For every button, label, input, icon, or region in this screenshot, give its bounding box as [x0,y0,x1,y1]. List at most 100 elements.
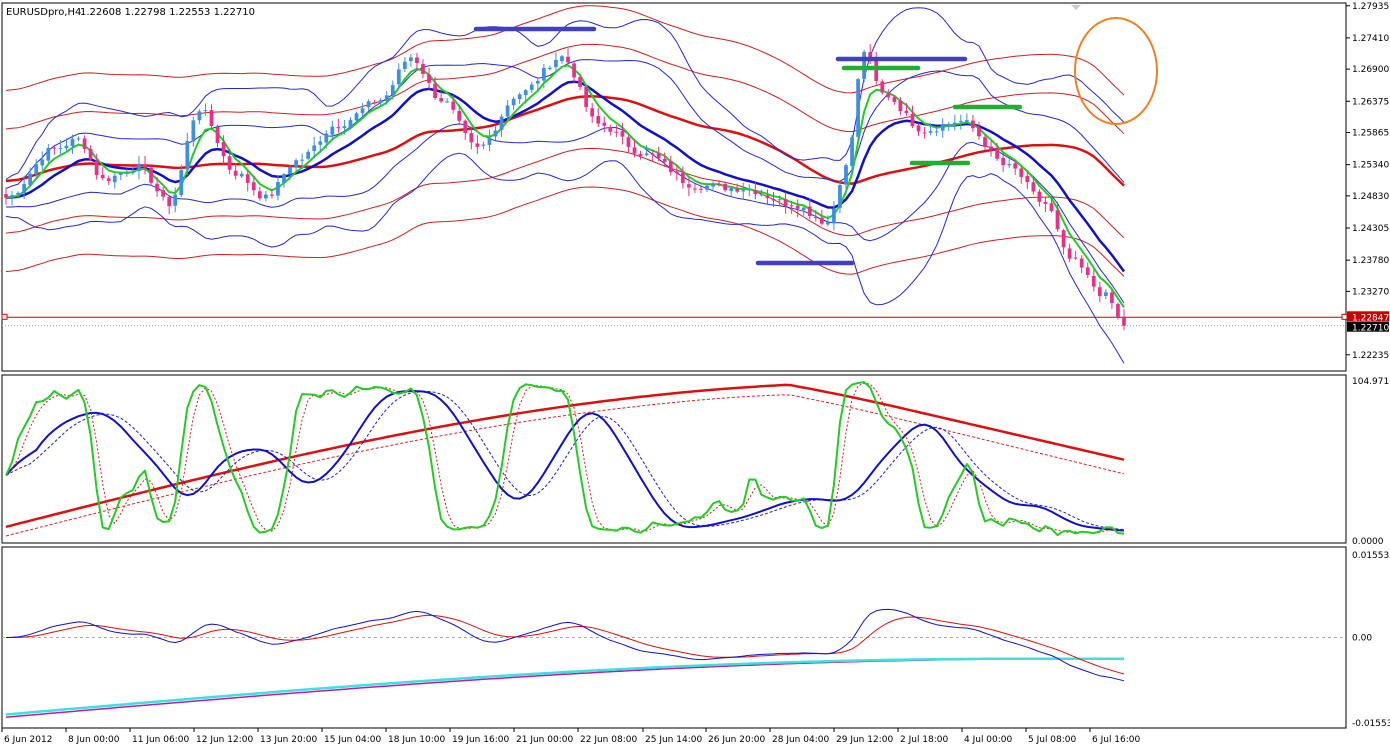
candle-body [922,132,927,134]
candle-body [850,137,854,167]
time-tick-label: 26 Jun 20:00 [708,735,765,745]
candle-body [934,131,939,133]
candle-body [203,110,208,112]
candle-body [747,189,752,191]
time-tick-label: 8 Jun 00:00 [68,735,120,745]
candle-body [529,84,534,90]
candle-body [548,67,552,69]
time-tick-label: 6 Jul 16:00 [1092,735,1141,745]
candle-body [197,111,202,121]
ask-price-tag-label: 1.22847 [1352,313,1389,323]
candle-body [118,173,123,175]
candle-body [239,173,244,177]
candle-body [263,194,268,199]
macd-panel[interactable] [1,546,1347,729]
bollinger-band-line [5,152,1125,364]
candle-body [421,64,425,74]
candle-body [638,153,643,157]
candle-body [832,208,836,224]
candle-body [566,56,570,63]
candle-body [487,137,492,145]
candle-body [233,170,238,176]
candle-body [1061,230,1066,248]
candle-body [777,199,782,201]
candle-body [106,178,111,181]
macd-tick-label: 0.00 [1352,634,1372,644]
candle-body [112,175,117,183]
time-tick-label: 2 Jul 18:00 [900,735,949,745]
candle-body [626,137,631,147]
candle-body [149,167,153,183]
candle-body [1103,292,1108,296]
candle-body [143,164,147,168]
candle-body [910,113,915,127]
stoch-tick-label: 0.0000 [1352,537,1384,547]
candle-body [433,83,437,98]
candle-body [789,205,794,207]
candle-body [396,69,401,85]
price-tick-label: 1.26900 [1352,65,1389,75]
candle-body [608,126,613,132]
candle-body [578,77,582,87]
candle-body [1013,163,1018,169]
candle-body [602,122,607,126]
candle-body [1019,168,1024,177]
time-axis: 6 Jun 2012 8 Jun 00:00 11 Jun 06:00 12 Jun … [1,728,1141,745]
candle-body [372,102,377,104]
candle-body [1037,191,1042,202]
candle-body [560,56,564,62]
candle-body [958,120,963,122]
candle-body [499,116,504,130]
candle-body [705,185,709,190]
candle-body [717,184,721,186]
stochastic-panel[interactable] [1,374,1347,544]
candle-body [729,188,734,191]
price-tick-label: 1.23780 [1352,256,1389,266]
candle-body [819,217,824,224]
price-tick-label: 1.24305 [1352,224,1389,234]
candle-body [360,108,365,114]
envelope-line [5,147,1125,239]
candle-body [1007,164,1012,166]
candle-body [40,159,45,166]
candle-body [572,63,576,78]
candle-body [541,67,546,81]
price-tick-label: 1.26375 [1352,97,1389,107]
candle-body [342,126,347,129]
price-panel[interactable]: EURUSDpro,H4 1.22608 1.22798 1.22553 1.2… [1,2,1348,372]
candle-body [759,194,764,196]
candle-body [251,182,256,191]
candle-body [680,172,685,184]
candle-body [336,127,341,129]
ema-fast-line [5,64,1125,309]
candle-body [245,174,250,183]
candle-body [862,51,867,79]
candle-body [324,133,329,143]
stoch-fast-line [5,381,1125,537]
candle-body [1097,287,1102,297]
candle-body [1055,210,1060,230]
candle-body [898,100,903,112]
candle-body [282,174,286,183]
candle-body [415,57,419,64]
candle-body [771,198,776,201]
candle-body [971,120,975,129]
candle-body [451,101,456,110]
candle-body [535,80,540,84]
candle-body [1116,303,1120,317]
candle-body [656,153,661,159]
envelope-line [5,5,1125,96]
candle-body [209,110,214,126]
current-price-tag [1347,321,1389,332]
candle-body [179,170,184,196]
candle-body [221,142,226,157]
candle-body [946,124,951,126]
candle-body [687,184,691,188]
candle-body [765,195,770,199]
candle-body [723,184,728,191]
candle-body [584,87,589,108]
candle-body [844,165,848,185]
candle-body [795,205,800,209]
candle-body [330,126,335,135]
